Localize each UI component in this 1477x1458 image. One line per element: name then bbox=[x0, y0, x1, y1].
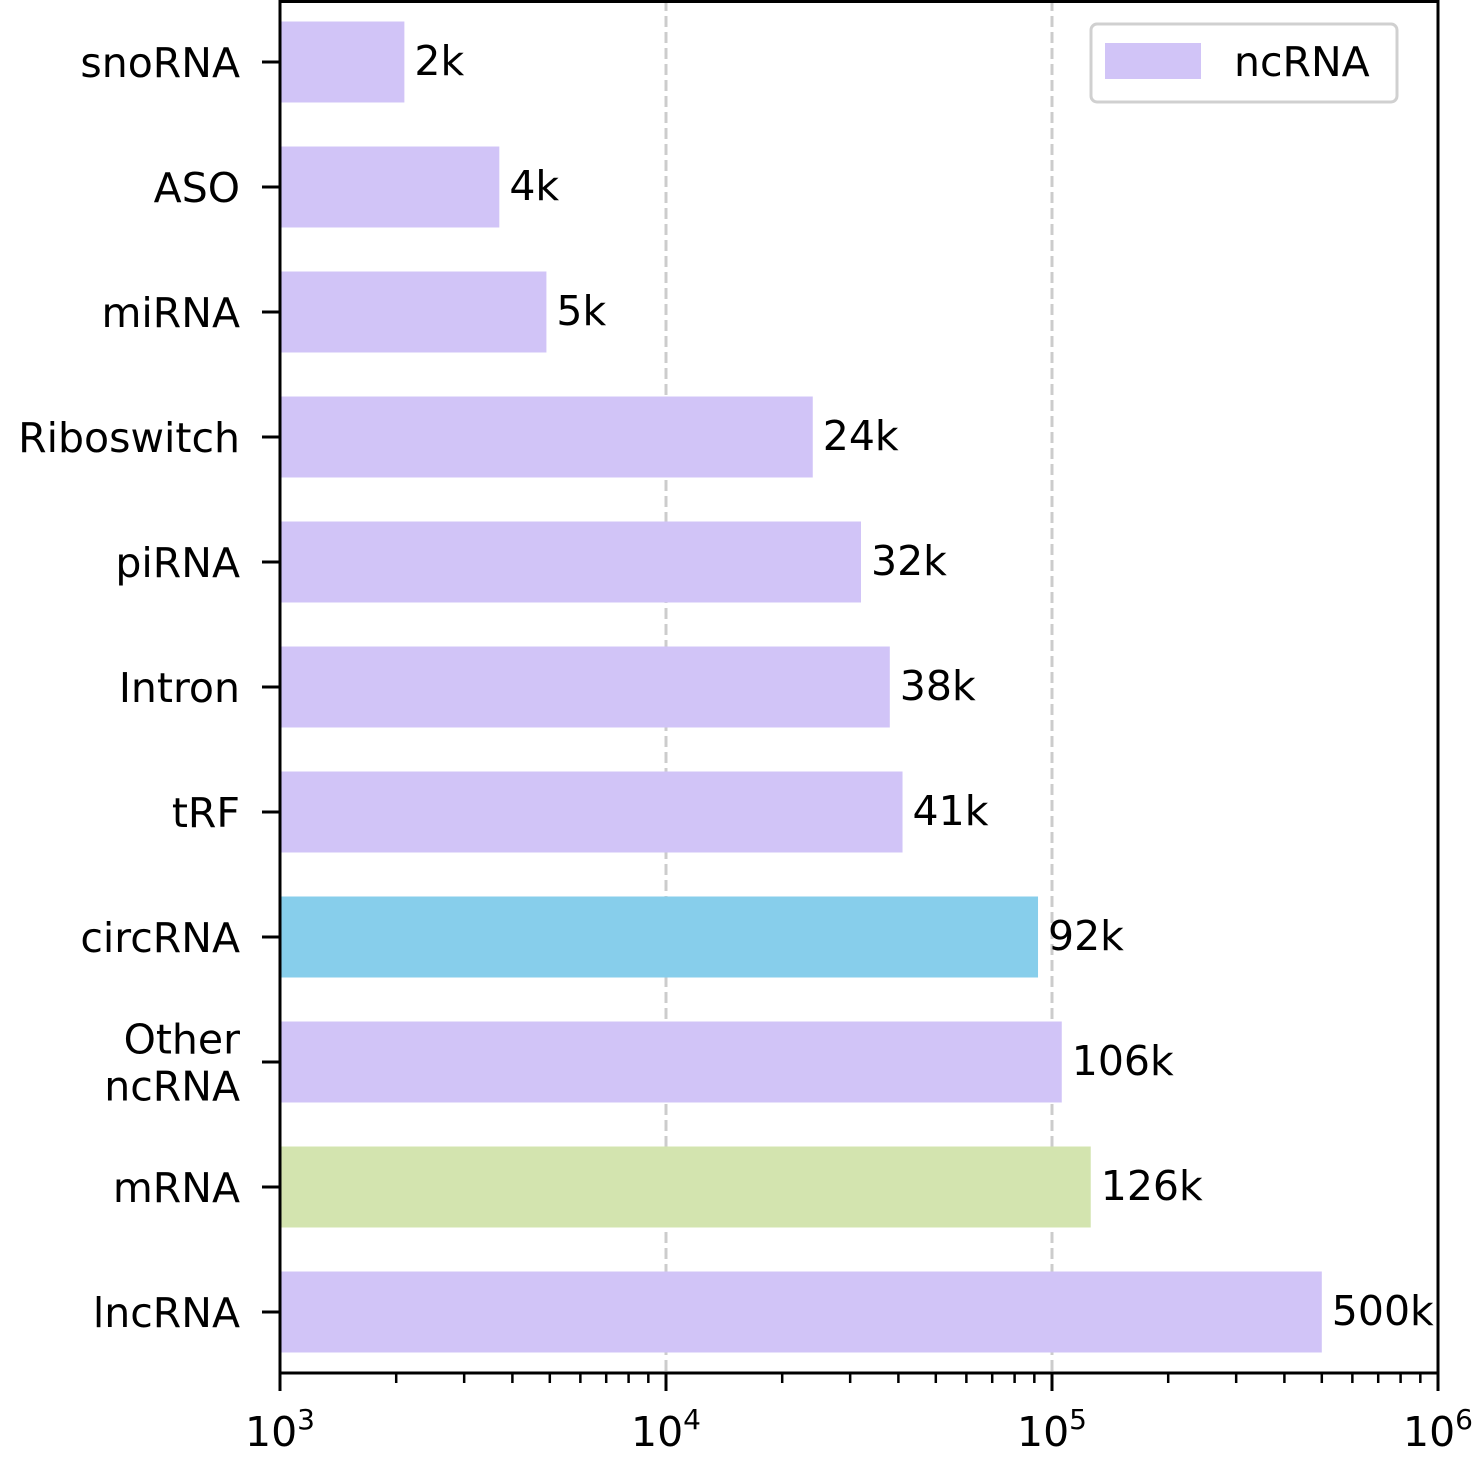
legend-swatch bbox=[1105, 43, 1201, 79]
category-label: tRF bbox=[172, 789, 240, 837]
x-tick-label: 105 bbox=[1017, 1403, 1087, 1456]
bar bbox=[280, 1271, 1322, 1353]
value-label: 24k bbox=[823, 412, 899, 460]
bar bbox=[280, 271, 547, 353]
bar bbox=[280, 771, 903, 853]
bar bbox=[280, 396, 813, 478]
y-axis: snoRNA ASO miRNA Riboswitch piRNA Intron tRF ci… bbox=[18, 39, 280, 1337]
x-axis: 103 104 105 106 bbox=[245, 1373, 1473, 1456]
value-label: 126k bbox=[1101, 1162, 1203, 1210]
value-label: 2k bbox=[414, 37, 464, 85]
bar bbox=[280, 1021, 1062, 1103]
value-label: 32k bbox=[871, 537, 947, 585]
bar bbox=[280, 521, 861, 603]
category-label: snoRNA bbox=[80, 39, 240, 87]
x-tick-label: 104 bbox=[631, 1403, 701, 1456]
bar bbox=[280, 896, 1039, 978]
category-label: Other bbox=[124, 1016, 241, 1064]
category-label: Intron bbox=[119, 664, 240, 712]
category-label: ncRNA bbox=[104, 1063, 240, 1111]
value-label: 92k bbox=[1048, 912, 1124, 960]
value-label: 5k bbox=[556, 287, 606, 335]
bar bbox=[280, 1146, 1091, 1228]
bar bbox=[280, 146, 500, 228]
bar bbox=[280, 646, 890, 728]
plot-frame bbox=[278, 0, 1440, 1375]
value-label: 106k bbox=[1072, 1037, 1174, 1085]
category-label: Riboswitch bbox=[18, 414, 240, 462]
value-label: 38k bbox=[900, 662, 976, 710]
category-label: ASO bbox=[154, 164, 240, 212]
value-label: 4k bbox=[509, 162, 559, 210]
category-label: piRNA bbox=[115, 539, 240, 587]
legend: ncRNA bbox=[1089, 22, 1399, 104]
x-tick-label: 106 bbox=[1403, 1403, 1473, 1456]
bars bbox=[280, 21, 1322, 1353]
category-label: miRNA bbox=[101, 289, 240, 337]
category-label: mRNA bbox=[113, 1164, 240, 1212]
legend-label: ncRNA bbox=[1234, 38, 1370, 86]
category-label: circRNA bbox=[80, 914, 240, 962]
value-labels: 2k 4k 5k 24k 32k 38k 41k 92k 106k 126k 500k bbox=[414, 37, 1434, 1335]
value-label: 500k bbox=[1332, 1287, 1434, 1335]
category-label: lncRNA bbox=[93, 1289, 240, 1337]
bar bbox=[280, 21, 405, 103]
x-tick-label: 103 bbox=[245, 1403, 315, 1456]
value-label: 41k bbox=[913, 787, 989, 835]
grid-lines bbox=[664, 0, 1054, 1373]
